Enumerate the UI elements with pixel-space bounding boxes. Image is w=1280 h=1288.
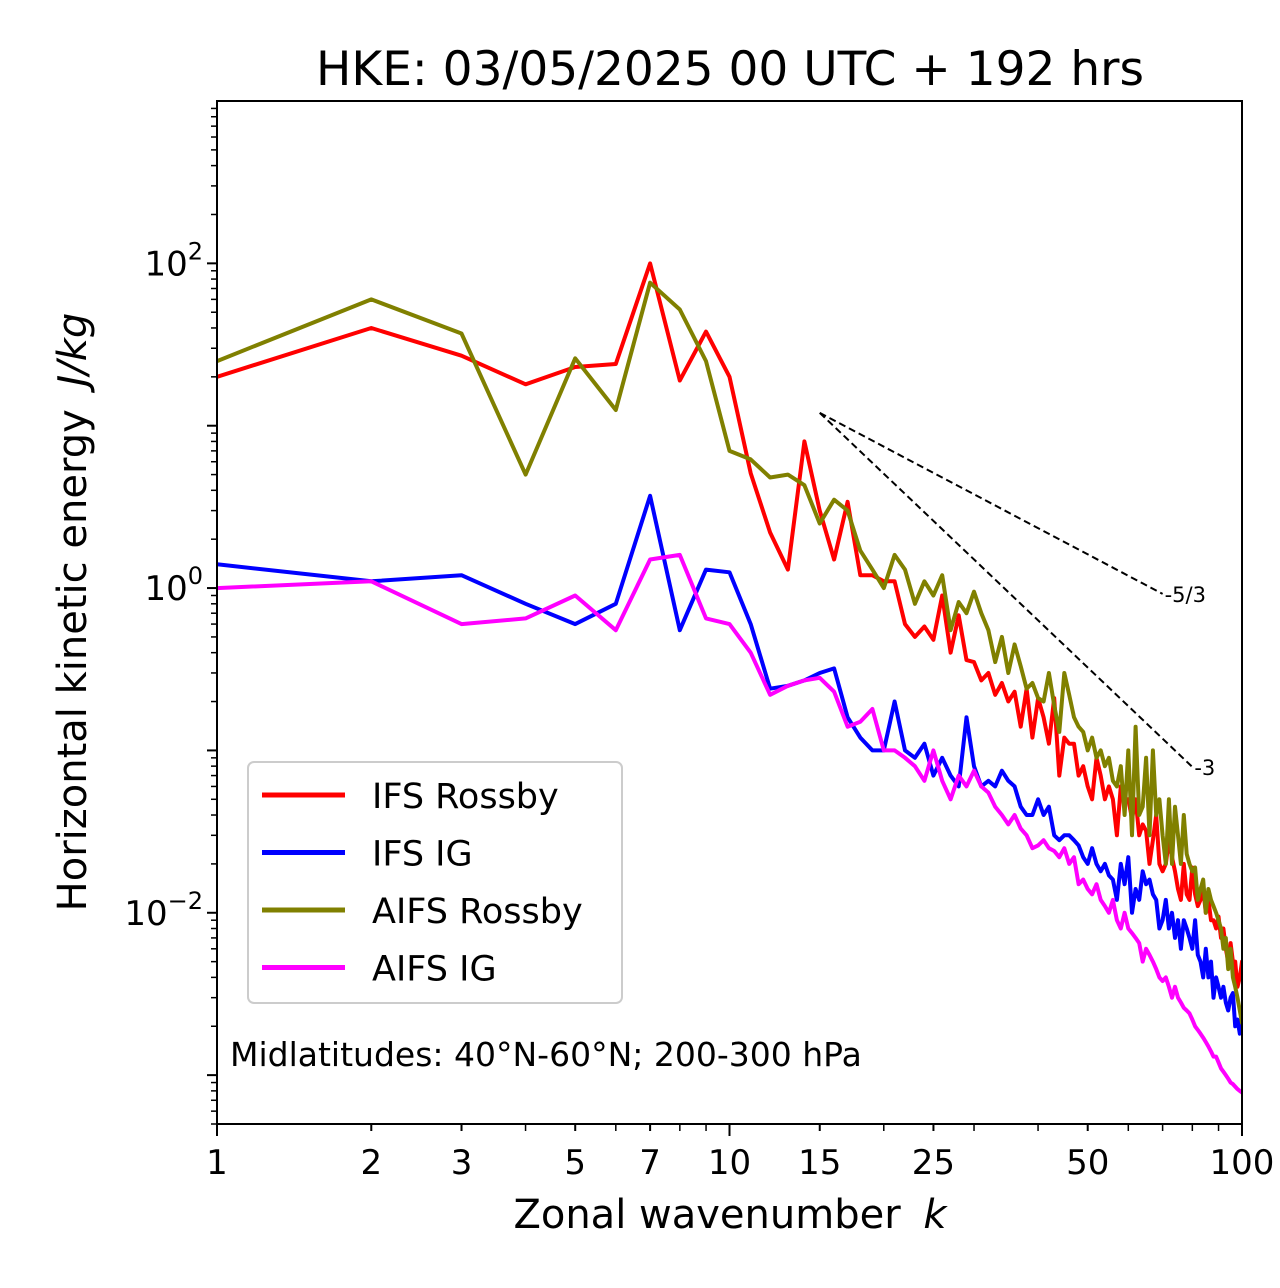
chart-svg: HKE: 03/05/2025 00 UTC + 192 hrs -5/3-3 …	[0, 0, 1280, 1288]
y-axis-label: Horizontal kinetic energy J/kg	[50, 313, 96, 912]
reference-label-0: -5/3	[1165, 583, 1206, 607]
legend-label-0: IFS Rossby	[372, 777, 559, 817]
x-axis-label-variable: k	[923, 1192, 948, 1238]
y-axis-label-text: Horizontal kinetic energy	[50, 409, 96, 911]
x-axis: 1 2 3 5 7 10 15 25 50 100	[206, 1124, 1274, 1183]
x-tick-label: 15	[798, 1143, 841, 1183]
y-axis: 10−2 100 102	[124, 108, 217, 1124]
legend-label-2: AIFS Rossby	[372, 892, 583, 932]
x-tick-label: 100	[1210, 1143, 1275, 1183]
reference-lines: -5/3 -3	[820, 413, 1216, 780]
x-tick-label: 1	[206, 1143, 228, 1183]
x-tick-label: 5	[564, 1143, 586, 1183]
x-tick-label: 10	[708, 1143, 751, 1183]
chart-title: HKE: 03/05/2025 00 UTC + 192 hrs	[316, 42, 1144, 97]
y-tick-label: 10−2	[124, 887, 203, 934]
x-tick-label: 7	[639, 1143, 661, 1183]
x-tick-label: 2	[360, 1143, 382, 1183]
region-annotation: Midlatitudes: 40°N-60°N; 200-300 hPa	[230, 1035, 862, 1074]
x-tick-label: 25	[912, 1143, 955, 1183]
x-axis-label: Zonal wavenumber k	[513, 1192, 948, 1238]
x-axis-label-text: Zonal wavenumber	[513, 1192, 901, 1238]
legend-label-3: AIFS IG	[372, 950, 497, 990]
legend-label-1: IFS IG	[372, 835, 473, 875]
y-axis-label-unit: J/kg	[50, 313, 96, 394]
x-tick-label: 3	[451, 1143, 473, 1183]
y-tick-label: 100	[144, 562, 203, 609]
y-tick-label: 102	[144, 237, 203, 284]
reference-label-1: -3	[1194, 756, 1215, 780]
x-tick-label: 50	[1066, 1143, 1109, 1183]
legend: IFS Rossby IFS IG AIFS Rossby AIFS IG	[248, 762, 622, 1003]
